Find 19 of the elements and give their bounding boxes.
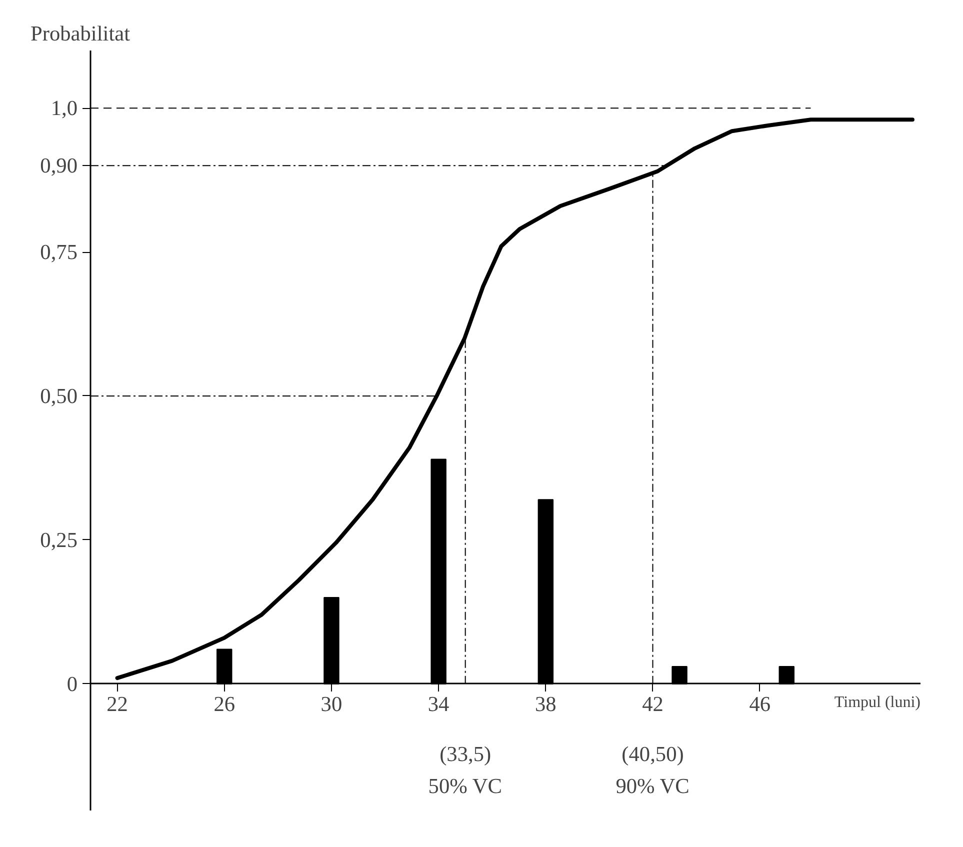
x-tick-label: 38 [534,692,556,716]
annotation: (33,5) [440,742,492,766]
annotation: 90% VC [616,774,690,798]
annotation: 50% VC [428,774,502,798]
x-axis-title: Timpul (luni) [834,694,920,711]
x-tick-label: 26 [214,692,236,716]
y-axis-title: Probabilitat [30,22,130,46]
x-tick-label: 46 [749,692,771,716]
x-tick-label: 42 [642,692,664,716]
x-tick-label: 22 [106,692,128,716]
y-tick-label: 0,50 [40,384,78,408]
x-tick-label: 30 [320,692,342,716]
annotation: (40,50) [622,742,684,766]
y-tick-label: 0,75 [40,240,78,264]
y-tick-label: 1,0 [50,96,78,120]
y-tick-label: 0,90 [40,154,78,178]
x-tick-label: 34 [428,692,450,716]
y-tick-label: 0 [66,672,78,696]
y-tick-label: 0,25 [40,528,78,552]
